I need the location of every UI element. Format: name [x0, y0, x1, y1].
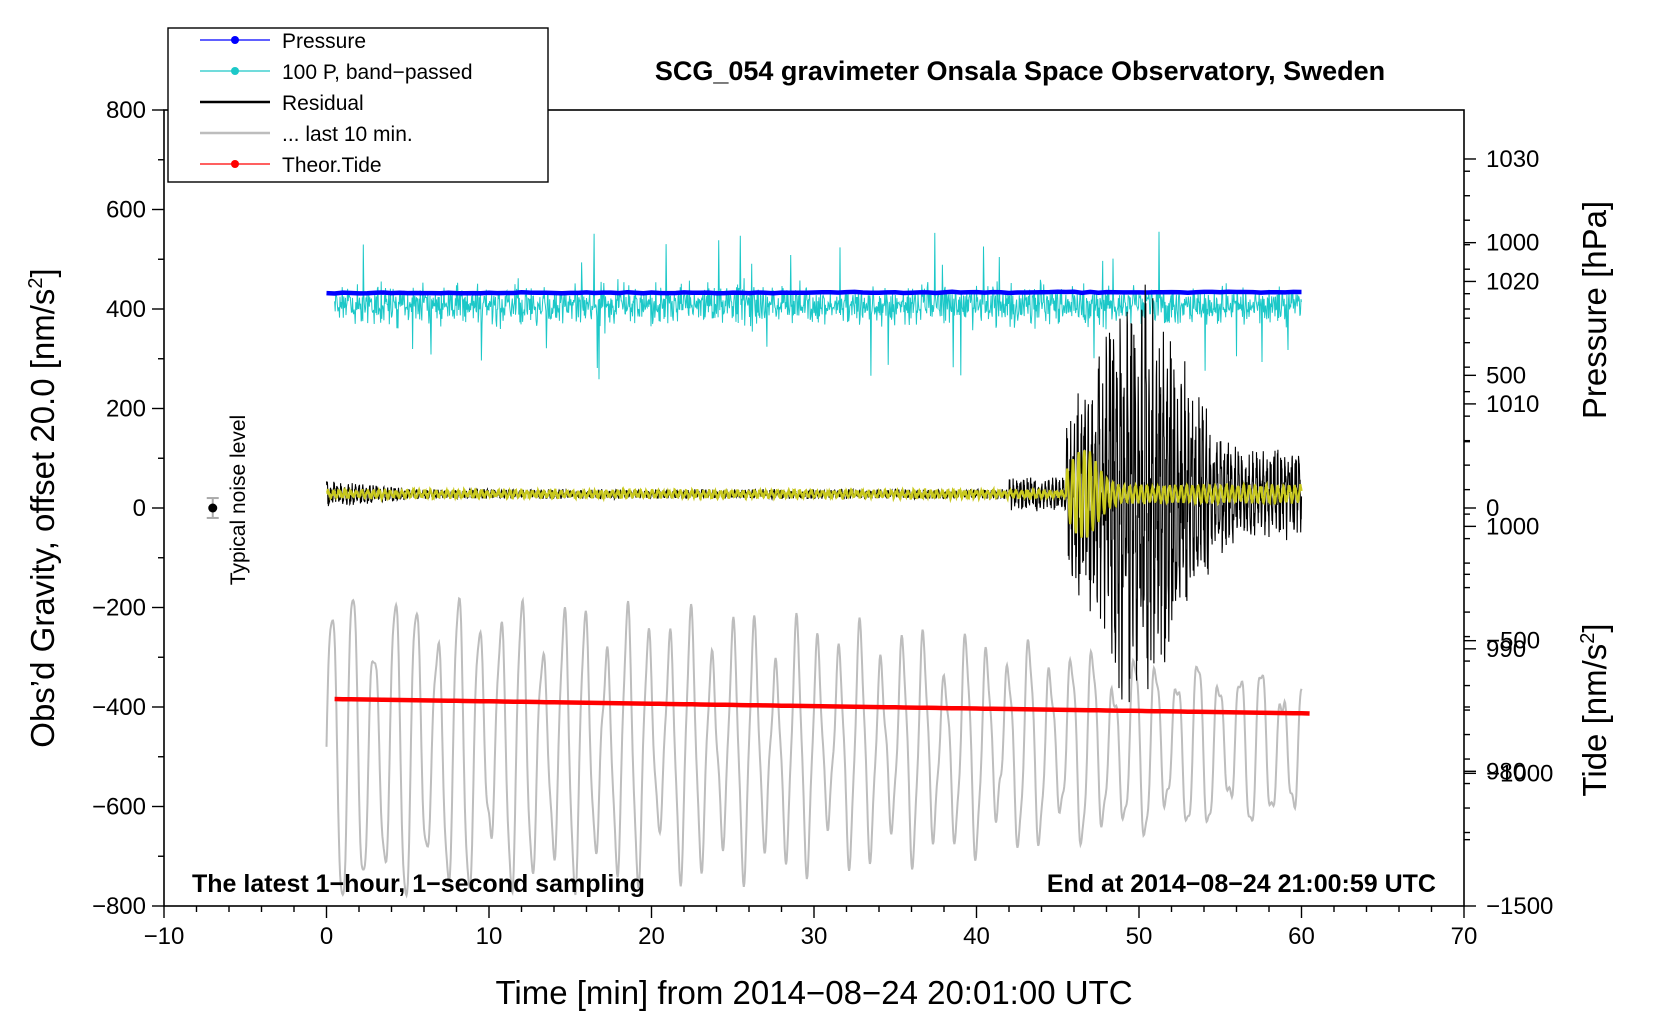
y-axis-label-left-end: ] [24, 268, 61, 277]
x-tick-label: −10 [144, 923, 185, 950]
pressure-tick-label: 990 [1486, 636, 1526, 663]
y-tick-label: −600 [92, 794, 146, 821]
pressure-tick-label: 1010 [1486, 391, 1539, 418]
tide-series-line [334, 696, 1310, 716]
tide-tick-label: 0 [1486, 495, 1499, 522]
pressure-tick-label: 1000 [1486, 513, 1539, 540]
legend-label: 100 P, band−passed [282, 61, 473, 84]
x-tick-label: 40 [963, 923, 990, 950]
legend-marker [231, 36, 239, 44]
y-axis-label-left-sup: 2 [25, 277, 47, 288]
legend-box [167, 27, 549, 183]
tide-axis-label-sup: 2 [1577, 633, 1599, 644]
x-tick-label: 30 [801, 923, 828, 950]
legend-label: ... last 10 min. [282, 123, 413, 146]
legend-label: Pressure [282, 30, 366, 53]
tide-tick-label: −1000 [1486, 760, 1553, 787]
y-tick-label: 200 [106, 396, 146, 423]
legend-label: Residual [282, 92, 364, 115]
tide-tick-label: −500 [1486, 628, 1540, 655]
legend-marker [231, 160, 239, 168]
y-tick-label: 400 [106, 296, 146, 323]
x-axis-label: Time [min] from 2014−08−24 20:01:00 UTC [495, 974, 1132, 1011]
tide-axis-label: Tide [nm/s2] [1576, 623, 1613, 796]
y-tick-label: 600 [106, 197, 146, 224]
x-tick-label: 60 [1288, 923, 1315, 950]
legend-marker [231, 67, 239, 75]
pressure-tick-label: 1020 [1486, 268, 1539, 295]
tide-axis-label-end: ] [1576, 623, 1613, 632]
x-tick-label: 0 [320, 923, 333, 950]
legend: Pressure 100 P, band−passed Residual ... la… [167, 27, 549, 183]
annotation-sampling: The latest 1−hour, 1−second sampling [192, 870, 645, 898]
tide-axis-label-main: Tide [nm/s [1576, 644, 1613, 797]
y-tick-label: −800 [92, 893, 146, 920]
tide-tick-label: 1000 [1486, 230, 1539, 257]
x-tick-label: 10 [476, 923, 503, 950]
y-tick-label: −200 [92, 595, 146, 622]
pressure-series-line [326, 289, 1302, 296]
chart-title: SCG_054 gravimeter Onsala Space Observat… [655, 56, 1385, 86]
y-axis-label-left: Obs’d Gravity, offset 20.0 [nm/s2] [24, 268, 61, 747]
x-tick-label: 70 [1451, 923, 1478, 950]
pressure-axis-label: Pressure [hPa] [1576, 201, 1613, 419]
noise-marker-point [208, 503, 218, 513]
tide-tick-label: −1500 [1486, 893, 1553, 920]
x-tick-label: 50 [1126, 923, 1153, 950]
series-layer [206, 231, 1310, 899]
legend-label: Theor.Tide [282, 154, 382, 177]
x-tick-label: 20 [638, 923, 665, 950]
pressure-tick-label: 1030 [1486, 146, 1539, 173]
noise-level-label: Typical noise level [227, 415, 250, 585]
y-tick-label: −400 [92, 694, 146, 721]
smoothed-residual-line [326, 450, 1303, 538]
bandpassed-series-line [334, 231, 1302, 380]
y-tick-label: 0 [133, 495, 146, 522]
y-tick-label: 800 [106, 97, 146, 124]
tide-tick-label: 500 [1486, 362, 1526, 389]
annotation-end-time: End at 2014−08−24 21:00:59 UTC [1047, 870, 1436, 898]
axis-layer: −10 0 10 20 30 40 50 60 708006004002000−200−400−… [92, 97, 1553, 950]
pressure-tick-label: 980 [1486, 758, 1526, 785]
y-axis-label-left-main: Obs’d Gravity, offset 20.0 [nm/s [24, 289, 61, 748]
